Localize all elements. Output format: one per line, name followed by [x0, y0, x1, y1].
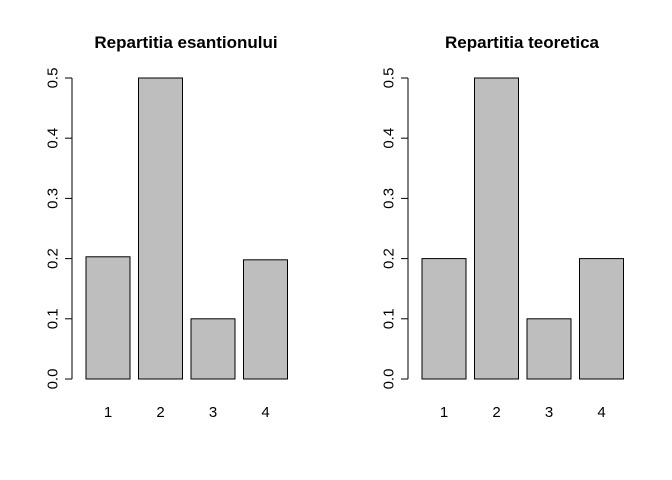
bar	[243, 259, 288, 380]
y-tick-label: 0.0	[45, 369, 62, 390]
category-label: 2	[492, 404, 500, 421]
chart-title: Repartitia teoretica	[445, 33, 600, 52]
y-tick-label: 0.2	[381, 248, 398, 269]
category-label: 4	[597, 404, 605, 421]
category-label: 2	[156, 404, 164, 421]
y-tick-label: 0.5	[381, 68, 398, 89]
bar	[579, 258, 624, 380]
bar	[526, 318, 572, 380]
bar	[85, 256, 131, 380]
y-tick-label: 0.3	[45, 188, 62, 209]
y-tick-label: 0.0	[381, 369, 398, 390]
y-tick-label: 0.1	[381, 308, 398, 329]
y-tick-label: 0.4	[381, 128, 398, 149]
y-tick-label: 0.3	[381, 188, 398, 209]
chart-title: Repartitia esantionului	[94, 33, 277, 52]
y-tick-label: 0.5	[45, 68, 62, 89]
y-tick-label: 0.1	[45, 308, 62, 329]
chart-panel-right: Repartitia teoretica 0.0 0.1 0.2 0.3 0.4 0.5 1…	[381, 33, 624, 421]
bar	[190, 318, 236, 380]
bar	[474, 77, 519, 380]
category-label: 3	[545, 404, 553, 421]
y-tick-label: 0.2	[45, 248, 62, 269]
category-label: 1	[440, 404, 448, 421]
bar	[421, 258, 467, 380]
chart-panel-left: Repartitia esantionului 0.0 0.1 0.2 0.3 0.4 0…	[45, 33, 288, 421]
category-label: 1	[104, 404, 112, 421]
y-tick-label: 0.4	[45, 128, 62, 149]
category-label: 4	[261, 404, 269, 421]
category-label: 3	[209, 404, 217, 421]
bar	[138, 77, 183, 380]
